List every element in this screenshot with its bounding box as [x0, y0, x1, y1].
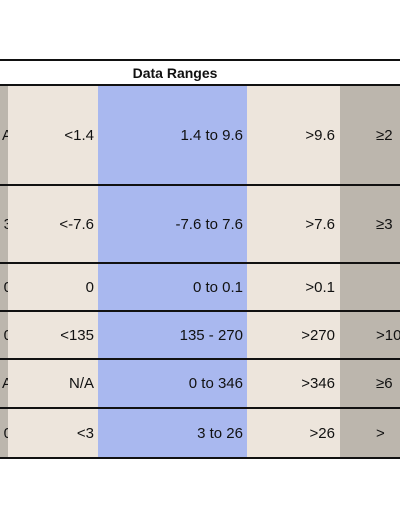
table-cell: 3 to 26 [98, 408, 247, 458]
row-line [0, 262, 400, 264]
row-line [0, 358, 400, 360]
cell-text: A [1, 126, 8, 144]
row-line [0, 407, 400, 409]
table-cell: <1.4 [8, 85, 98, 185]
table-cell: >0.1 [247, 263, 340, 311]
table-cell [340, 263, 400, 311]
table-title: Data Ranges [132, 64, 218, 81]
cell-text: A [1, 375, 8, 392]
table-cell: 0 [8, 263, 98, 311]
cell-text: 3 [3, 215, 8, 233]
table-cell: <-7.6 [8, 185, 98, 263]
table-cell: >10 [340, 311, 400, 359]
cell-text: 0 [3, 278, 8, 296]
table-cell: 0 [0, 311, 8, 359]
table-cell: > [340, 408, 400, 458]
table-top-line [0, 59, 400, 61]
table-cell: >7.6 [247, 185, 340, 263]
row-line [0, 310, 400, 312]
table-cell: A [0, 85, 8, 185]
table-cell: 135 - 270 [98, 311, 247, 359]
table-cell: A [0, 359, 8, 408]
row-line [0, 84, 400, 86]
table-cell: N/A [8, 359, 98, 408]
table-cell: 0 to 346 [98, 359, 247, 408]
table-cell: -7.6 to 7.6 [98, 185, 247, 263]
table-cell: >270 [247, 311, 340, 359]
table-cell: >9.6 [247, 85, 340, 185]
table-cell: 3 [0, 185, 8, 263]
table-cell: 0 [0, 263, 8, 311]
cell-text: 0 [3, 326, 8, 344]
table-cell: 0 to 0.1 [98, 263, 247, 311]
cell-text: 0 [3, 424, 8, 442]
table-cell: ≥2 [340, 85, 400, 185]
table-cell: 0 [0, 408, 8, 458]
table-cell: >26 [247, 408, 340, 458]
table-bottom-line [0, 457, 400, 459]
table-cell: >346 [247, 359, 340, 408]
table-cell: ≥3 [340, 185, 400, 263]
table-cell: <3 [8, 408, 98, 458]
table-cell: 1.4 to 9.6 [98, 85, 247, 185]
table-cell: <135 [8, 311, 98, 359]
table-cell: ≥6 [340, 359, 400, 408]
row-line [0, 184, 400, 186]
